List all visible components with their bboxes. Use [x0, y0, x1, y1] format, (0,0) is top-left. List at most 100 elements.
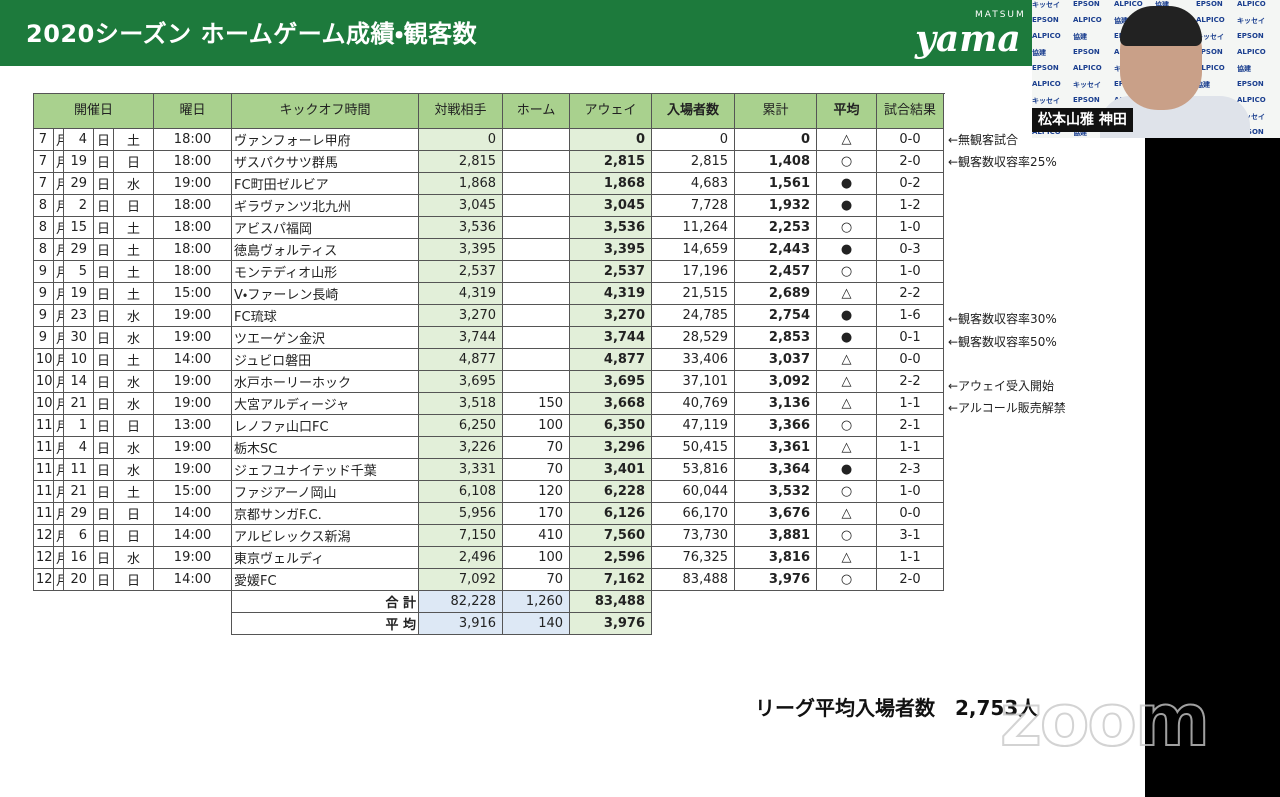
average-attendance: 1,932 [734, 194, 818, 217]
note: ←観客数収容率50% [948, 334, 1057, 349]
match-result: △ [816, 502, 878, 525]
home-attendance: 2,815 [418, 150, 504, 173]
data-row: 11月4日水19:00栃木SC3,226703,29650,4153,361△1… [33, 436, 945, 459]
column-header: キックオフ時間 [231, 93, 420, 129]
data-row: 8月29日土18:00徳島ヴォルティス3,3953,39514,6592,443… [33, 238, 945, 261]
column-header: 累計 [734, 93, 818, 129]
average-attendance: 2,443 [734, 238, 818, 261]
total-attendance: 4,319 [569, 282, 653, 305]
day-unit: 日 [93, 502, 114, 525]
opponent: ファジアーノ岡山 [231, 480, 420, 503]
day: 29 [63, 502, 94, 525]
cumulative-attendance: 24,785 [651, 304, 736, 327]
weekday: 土 [112, 348, 155, 371]
day-unit: 日 [93, 326, 114, 349]
kickoff-time: 19:00 [153, 392, 233, 415]
weekday: 水 [112, 458, 155, 481]
sponsor-logo: EPSON [1032, 64, 1059, 72]
day: 21 [63, 392, 94, 415]
note: ←アルコール販売解禁 [948, 400, 1066, 415]
total-attendance: 4,877 [569, 348, 653, 371]
month: 11 [33, 458, 54, 481]
cumulative-attendance: 50,415 [651, 436, 736, 459]
kickoff-time: 13:00 [153, 414, 233, 437]
day: 6 [63, 524, 94, 547]
opponent: モンテディオ山形 [231, 260, 420, 283]
sponsor-logo: ALPICO [1032, 128, 1061, 136]
day-unit: 日 [93, 194, 114, 217]
logo: yama [915, 18, 1021, 60]
score: 1-6 [876, 304, 945, 327]
weekday: 水 [112, 304, 155, 327]
day-unit: 日 [93, 260, 114, 283]
match-result: ○ [816, 150, 878, 173]
day-unit: 日 [93, 282, 114, 305]
home-attendance: 6,250 [418, 414, 504, 437]
month-unit: 月 [53, 568, 64, 591]
day: 10 [63, 348, 94, 371]
home-attendance: 5,956 [418, 502, 504, 525]
kickoff-time: 19:00 [153, 370, 233, 393]
summary-away: 140 [502, 612, 571, 635]
match-result: ● [816, 326, 878, 349]
weekday: 水 [112, 370, 155, 393]
sponsor-logo: EPSON [1196, 0, 1223, 8]
cumulative-attendance: 7,728 [651, 194, 736, 217]
day-unit: 日 [93, 150, 114, 173]
month: 10 [33, 370, 54, 393]
score: 1-1 [876, 436, 945, 459]
kickoff-time: 14:00 [153, 568, 233, 591]
average-attendance: 1,561 [734, 172, 818, 195]
blank-cell [34, 591, 232, 613]
day: 14 [63, 370, 94, 393]
away-attendance [502, 238, 571, 261]
score: 1-1 [876, 392, 945, 415]
day: 5 [63, 260, 94, 283]
match-result: ● [816, 194, 878, 217]
data-row: 11月21日土15:00ファジアーノ岡山6,1081206,22860,0443… [33, 480, 945, 503]
total-attendance: 3,270 [569, 304, 653, 327]
weekday: 土 [112, 480, 155, 503]
home-attendance: 2,537 [418, 260, 504, 283]
total-attendance: 3,395 [569, 238, 653, 261]
cumulative-attendance: 0 [651, 128, 736, 151]
summary-away: 1,260 [502, 590, 571, 613]
month: 10 [33, 348, 54, 371]
kickoff-time: 18:00 [153, 128, 233, 151]
month: 11 [33, 502, 54, 525]
sponsor-logo: ALPICO [1114, 0, 1143, 8]
match-result: △ [816, 392, 878, 415]
sponsor-logo: 協建 [1032, 49, 1046, 57]
summary-total: 3,976 [569, 612, 653, 635]
note: ←観客数収容率25% [948, 155, 1057, 170]
sponsor-logo: EPSON [1032, 16, 1059, 24]
score: 1-0 [876, 216, 945, 239]
score: 2-1 [876, 414, 945, 437]
weekday: 水 [112, 172, 155, 195]
sponsor-logo: キッセイ [1073, 81, 1101, 89]
score: 1-0 [876, 480, 945, 503]
home-attendance: 3,518 [418, 392, 504, 415]
average-attendance: 3,136 [734, 392, 818, 415]
kickoff-time: 18:00 [153, 216, 233, 239]
data-row: 8月15日土18:00アビスパ福岡3,5363,53611,2642,253○1… [33, 216, 945, 239]
column-header: 平均 [816, 93, 878, 129]
away-attendance [502, 260, 571, 283]
month-unit: 月 [53, 326, 64, 349]
match-result: ● [816, 172, 878, 195]
opponent: ザスパクサツ群馬 [231, 150, 420, 173]
away-attendance [502, 326, 571, 349]
table-body: 開催日曜日キックオフ時間対戦相手ホームアウェイ入場者数累計平均試合結果7月4日土… [32, 93, 945, 635]
away-attendance [502, 194, 571, 217]
month-unit: 月 [53, 348, 64, 371]
month-unit: 月 [53, 304, 64, 327]
cumulative-attendance: 33,406 [651, 348, 736, 371]
day: 15 [63, 216, 94, 239]
data-row: 9月30日水19:00ツエーゲン金沢3,7443,74428,5292,853●… [33, 326, 945, 349]
day: 2 [63, 194, 94, 217]
day: 11 [63, 458, 94, 481]
day: 16 [63, 546, 94, 569]
day-unit: 日 [93, 414, 114, 437]
day: 29 [63, 172, 94, 195]
